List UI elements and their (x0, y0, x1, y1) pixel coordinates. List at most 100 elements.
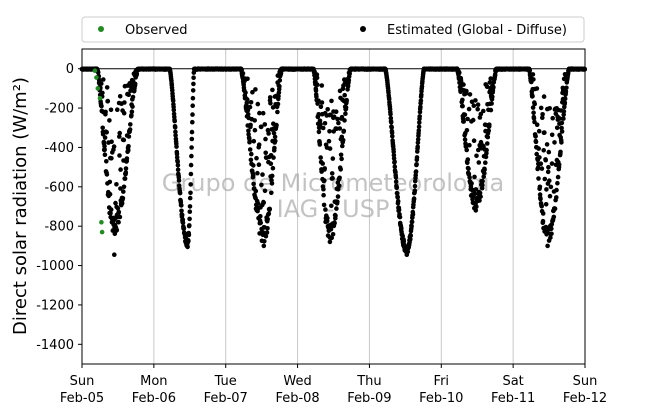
estimated-point (186, 232, 192, 238)
estimated-point (464, 88, 469, 94)
estimated-point (471, 103, 477, 108)
estimated-point (117, 94, 123, 99)
estimated-point (339, 114, 345, 120)
estimated-point (257, 110, 262, 116)
estimated-point (317, 118, 323, 124)
estimated-point (261, 200, 267, 205)
estimated-point (552, 140, 557, 145)
estimated-point (465, 157, 471, 162)
estimated-point (461, 82, 466, 87)
estimated-point (329, 203, 334, 209)
estimated-point (395, 198, 401, 204)
estimated-point (340, 137, 346, 143)
estimated-point (191, 81, 196, 87)
estimated-point (320, 161, 326, 166)
estimated-point (536, 128, 542, 134)
estimated-point (328, 226, 334, 232)
estimated-point (115, 206, 121, 211)
estimated-point (404, 252, 410, 257)
estimated-point (316, 98, 321, 103)
estimated-point (474, 153, 479, 159)
estimated-point (390, 133, 395, 139)
estimated-point (274, 122, 279, 128)
estimated-point (329, 98, 334, 104)
estimated-point (322, 121, 328, 126)
estimated-point (549, 132, 555, 138)
estimated-point (329, 235, 335, 241)
estimated-point (256, 162, 262, 167)
estimated-point (537, 192, 543, 197)
estimated-point (262, 239, 267, 244)
estimated-point (470, 117, 476, 123)
estimated-point (265, 226, 270, 231)
estimated-point (335, 116, 340, 122)
estimated-point (255, 201, 261, 206)
estimated-point (395, 191, 400, 196)
x-tick-date: Feb-10 (419, 391, 463, 406)
estimated-point (546, 149, 552, 155)
estimated-point (102, 135, 108, 140)
estimated-point (262, 188, 268, 194)
x-tick-weekday: Wed (283, 374, 311, 389)
estimated-point (251, 181, 256, 187)
estimated-point (118, 186, 123, 191)
estimated-point (105, 98, 111, 104)
estimated-point (247, 147, 253, 152)
estimated-point (252, 118, 257, 123)
estimated-point (388, 112, 393, 117)
estimated-point (531, 110, 536, 115)
estimated-point (540, 218, 546, 224)
estimated-point (107, 179, 113, 185)
estimated-point (417, 120, 422, 125)
estimated-point (316, 112, 322, 117)
estimated-point (268, 101, 273, 106)
estimated-point (191, 75, 196, 80)
estimated-point (547, 193, 553, 199)
estimated-point (109, 156, 114, 161)
estimated-point (341, 128, 347, 134)
estimated-point (546, 164, 551, 170)
estimated-point (104, 85, 110, 90)
estimated-point (189, 129, 195, 135)
estimated-point (251, 138, 257, 144)
estimated-point (488, 107, 494, 113)
estimated-point (318, 122, 323, 127)
estimated-point (246, 128, 251, 134)
grid-lines (81, 49, 586, 364)
estimated-point (121, 137, 127, 143)
estimated-point (483, 154, 489, 160)
x-axis-ticks: Sun Feb-05 Mon Feb-06 Tue Feb-07 Wed Feb-08 Thu F… (60, 364, 607, 406)
estimated-point (334, 206, 339, 211)
estimated-point (267, 206, 273, 212)
estimated-point (188, 171, 194, 177)
estimated-point (108, 207, 114, 212)
estimated-point (186, 238, 191, 244)
estimated-point (533, 139, 539, 145)
estimated-point (321, 192, 326, 198)
estimated-point (115, 107, 120, 112)
x-tick-date: Feb-07 (204, 391, 248, 406)
estimated-point (534, 122, 540, 127)
estimated-point (267, 95, 273, 100)
estimated-point (481, 170, 487, 176)
estimated-point (181, 225, 187, 231)
estimated-point (102, 144, 107, 149)
estimated-point (111, 144, 117, 149)
estimated-point (175, 163, 181, 168)
estimated-point (554, 195, 559, 200)
estimated-point (417, 114, 423, 119)
estimated-point (331, 114, 337, 119)
x-tick-weekday: Thu (356, 374, 381, 389)
estimated-point (477, 190, 483, 196)
estimated-point (185, 244, 190, 250)
estimated-point (466, 106, 472, 112)
estimated-point (179, 203, 184, 208)
x-tick-date: Feb-12 (563, 391, 607, 406)
x-tick-weekday: Sun (70, 374, 95, 389)
estimated-point (270, 105, 276, 110)
legend: Observed Estimated (Global - Diffuse) (81, 16, 585, 43)
estimated-point (343, 105, 349, 110)
estimated-point (476, 160, 482, 165)
estimated-point (562, 96, 568, 101)
estimated-point (467, 142, 472, 148)
